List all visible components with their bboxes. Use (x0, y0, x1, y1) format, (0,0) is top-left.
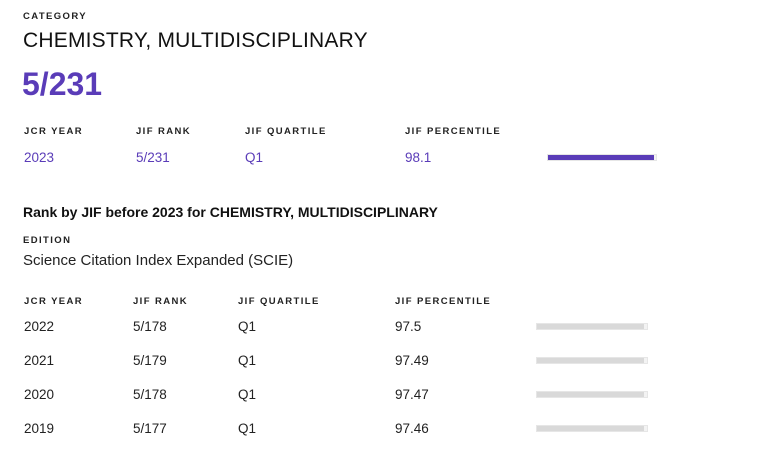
history-percentile-bar-fill (537, 392, 645, 397)
history-quartile: Q1 (238, 421, 257, 436)
history-percentile: 97.46 (395, 421, 429, 436)
history-percentile: 97.5 (395, 319, 422, 334)
history-year: 2021 (24, 353, 55, 368)
current-percentile-link[interactable]: 98.1 (405, 150, 432, 165)
history-percentile-bar-fill (537, 358, 645, 363)
category-name: CHEMISTRY, MULTIDISCIPLINARY (23, 29, 368, 52)
category-rank: 5/231 (22, 66, 103, 102)
edition-value: Science Citation Index Expanded (SCIE) (23, 252, 294, 269)
history-title: Rank by JIF before 2023 for CHEMISTRY, M… (23, 204, 438, 220)
history-percentile: 97.49 (395, 353, 429, 368)
current-header-quartile: JIF QUARTILE (245, 126, 327, 137)
history-percentile-bar (536, 391, 648, 398)
current-rank-link[interactable]: 5/231 (136, 150, 170, 165)
current-percentile-bar (547, 154, 657, 161)
history-year: 2022 (24, 319, 55, 334)
edition-label: EDITION (23, 235, 72, 246)
history-year: 2019 (24, 421, 55, 436)
current-header-rank: JIF RANK (136, 126, 192, 137)
history-percentile-bar-fill (537, 324, 645, 329)
history-quartile: Q1 (238, 353, 257, 368)
history-percentile-bar (536, 425, 648, 432)
current-header-year: JCR YEAR (24, 126, 84, 137)
history-header-rank: JIF RANK (133, 296, 189, 307)
history-header-year: JCR YEAR (24, 296, 84, 307)
history-rank: 5/177 (133, 421, 167, 436)
history-percentile-bar (536, 323, 648, 330)
history-percentile: 97.47 (395, 387, 429, 402)
history-header-quartile: JIF QUARTILE (238, 296, 320, 307)
history-quartile: Q1 (238, 387, 257, 402)
history-year: 2020 (24, 387, 55, 402)
current-header-percentile: JIF PERCENTILE (405, 126, 502, 137)
history-quartile: Q1 (238, 319, 257, 334)
history-rank: 5/178 (133, 387, 167, 402)
category-label: CATEGORY (23, 11, 87, 22)
history-rank: 5/178 (133, 319, 167, 334)
history-header-percentile: JIF PERCENTILE (395, 296, 492, 307)
current-year-link[interactable]: 2023 (24, 150, 55, 165)
history-percentile-bar-fill (537, 426, 645, 431)
history-percentile-bar (536, 357, 648, 364)
current-quartile-link[interactable]: Q1 (245, 150, 264, 165)
history-rank: 5/179 (133, 353, 167, 368)
current-percentile-bar-fill (548, 155, 654, 160)
